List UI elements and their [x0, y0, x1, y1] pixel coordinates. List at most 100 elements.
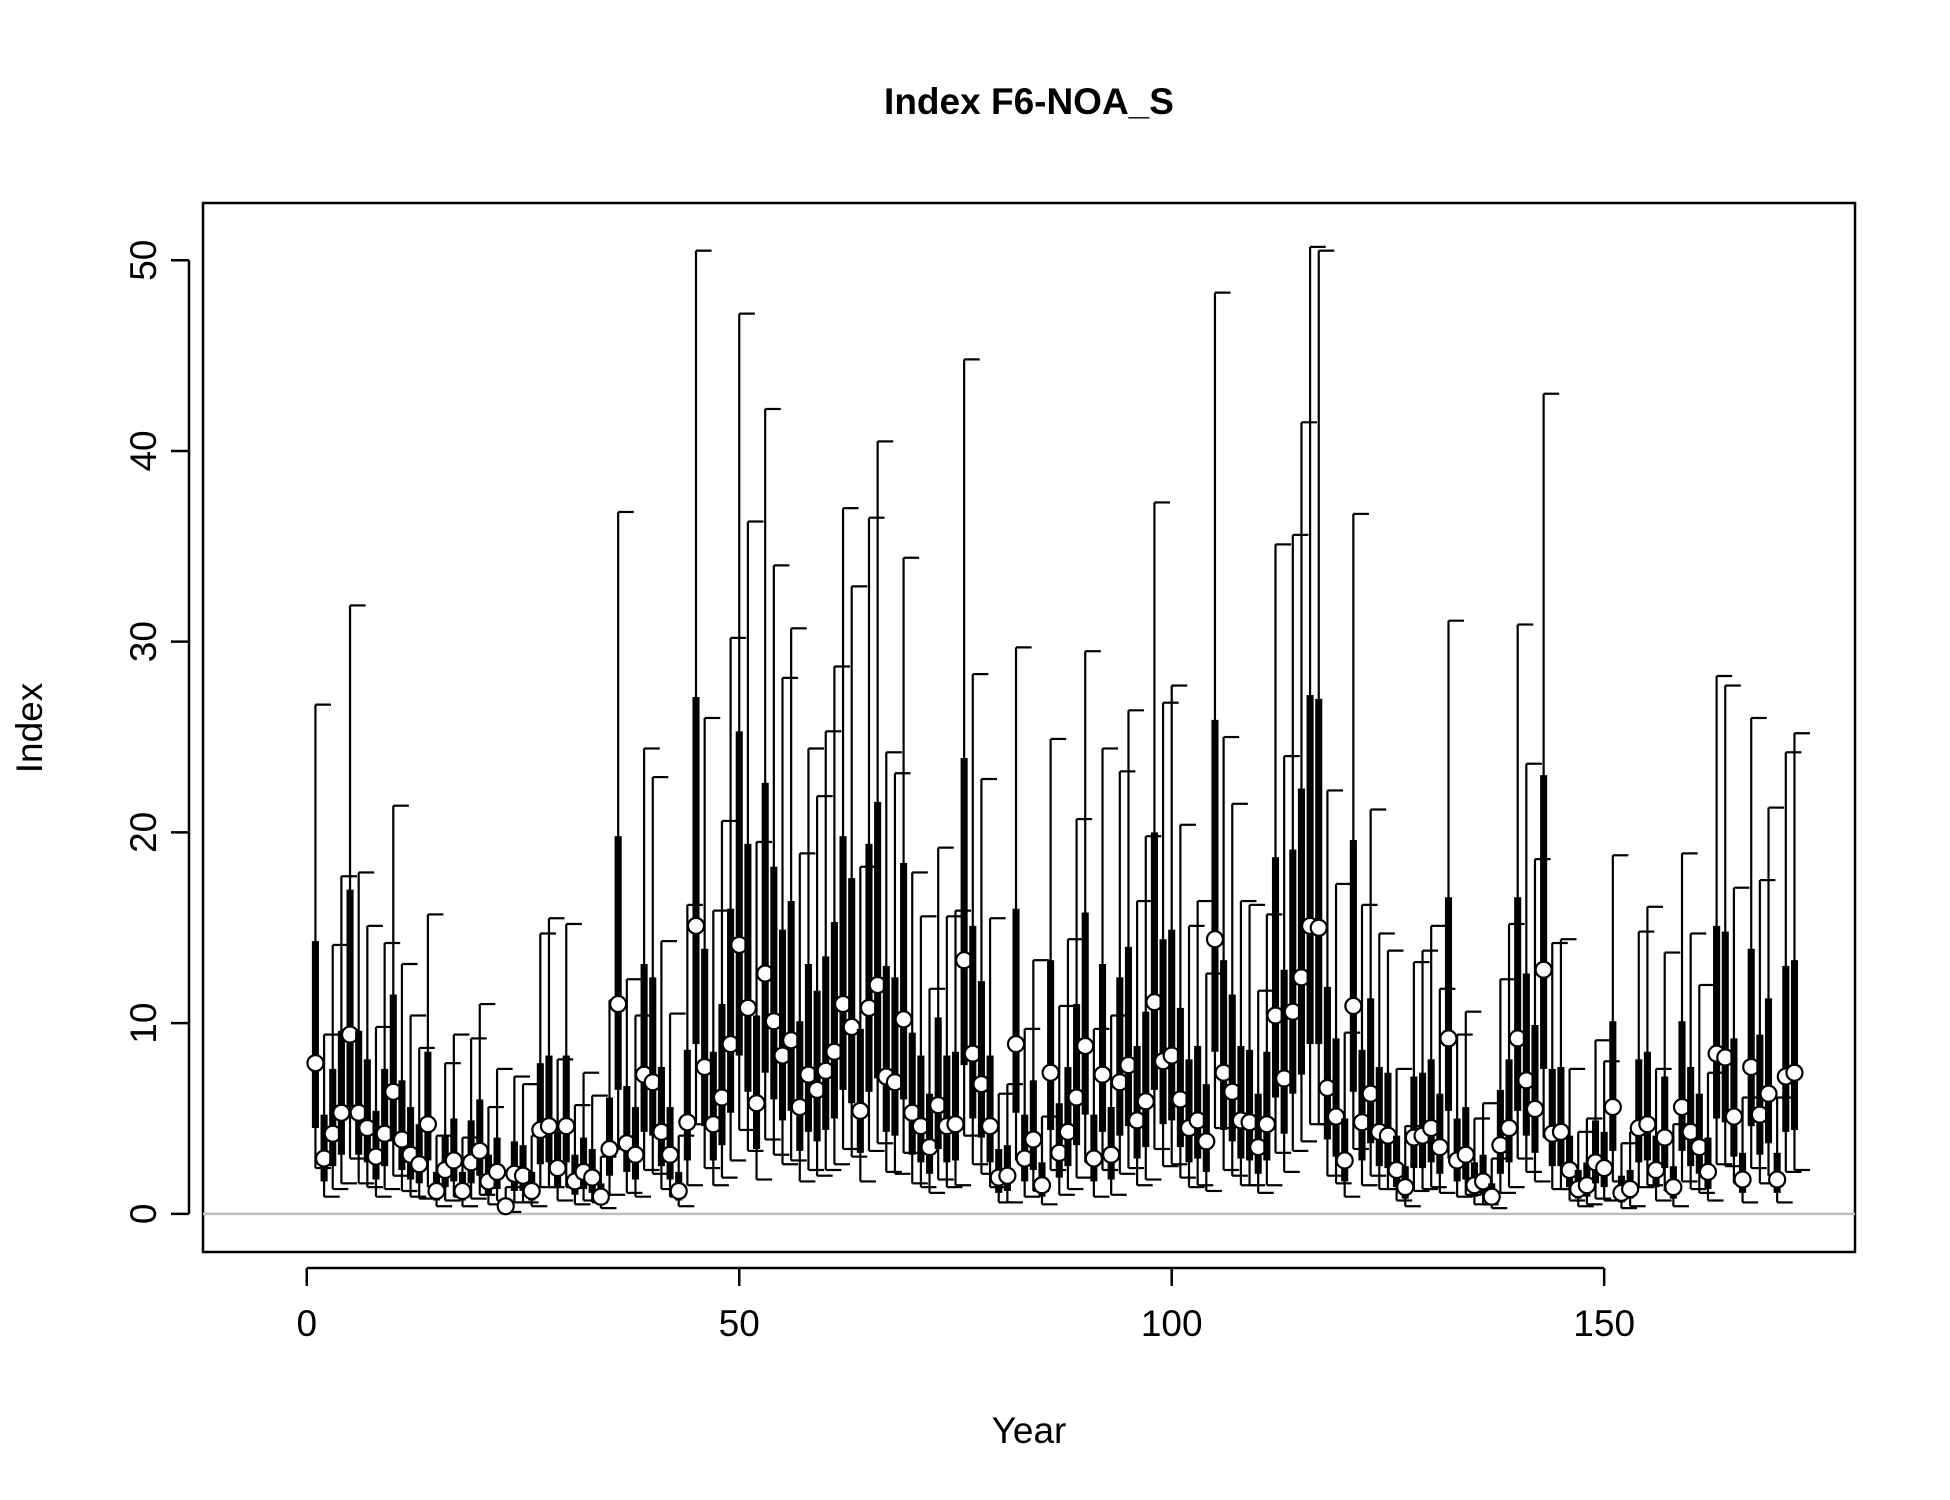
box-year-151 — [1603, 854, 1629, 1183]
iqr-box — [683, 1049, 691, 1161]
y-axis-label: Index — [9, 682, 50, 773]
iqr-box — [1427, 1059, 1435, 1163]
box-year-50 — [730, 312, 755, 1132]
iqr-box — [605, 1097, 614, 1176]
box-year-132 — [1439, 619, 1465, 1160]
median-point — [1084, 1149, 1103, 1168]
median-point — [1093, 1065, 1112, 1084]
y-tick-label: 30 — [123, 621, 164, 662]
box-year-115 — [1292, 421, 1318, 1143]
median-point — [557, 1117, 576, 1136]
iqr-box — [536, 1063, 544, 1165]
median-point — [894, 1010, 913, 1029]
box-year-76 — [955, 358, 980, 1137]
median-point — [1525, 1099, 1545, 1119]
box-year-90 — [1076, 650, 1101, 1164]
iqr-box — [969, 925, 977, 1119]
median-point — [1759, 1084, 1778, 1103]
box-year-146 — [1560, 1067, 1586, 1202]
median-point — [548, 1158, 567, 1178]
iqr-box — [1418, 1072, 1427, 1169]
median-point — [1733, 1170, 1752, 1189]
iqr-box — [1185, 1059, 1193, 1163]
iqr-box — [1436, 1093, 1444, 1174]
y-tick-label: 20 — [123, 812, 164, 853]
median-point — [946, 1115, 965, 1134]
iqr-box — [1098, 964, 1107, 1132]
iqr-box — [943, 1055, 951, 1163]
iqr-box — [960, 758, 968, 1066]
iqr-box — [614, 836, 622, 1090]
box-year-79 — [980, 917, 1006, 1189]
iqr-box — [1609, 1021, 1617, 1151]
median-point — [738, 998, 758, 1017]
iqr-box — [381, 1068, 389, 1167]
x-tick-label: 0 — [297, 1303, 318, 1344]
box-year-110 — [1249, 989, 1274, 1194]
box-year-51 — [738, 520, 764, 1153]
median-point — [1430, 1137, 1449, 1157]
iqr-box — [1531, 1025, 1539, 1153]
x-tick-label: 100 — [1141, 1303, 1203, 1344]
box-year-83 — [1015, 1027, 1041, 1198]
box-year-1 — [306, 703, 332, 1170]
chart-title: Index F6-NOA_S — [884, 81, 1174, 122]
box-year-5 — [340, 604, 366, 1160]
iqr-box — [1246, 1049, 1254, 1161]
box-year-42 — [660, 1012, 686, 1198]
median-point — [591, 1187, 610, 1206]
iqr-box — [1107, 1107, 1115, 1180]
iqr-box — [623, 1086, 631, 1172]
iqr-box — [1591, 1120, 1600, 1184]
median-point — [1041, 1063, 1060, 1082]
iqr-box — [1297, 788, 1305, 1075]
iqr-box — [1713, 925, 1721, 1119]
iqr-box — [701, 948, 709, 1127]
box-year-25 — [513, 1083, 539, 1204]
iqr-box — [1168, 929, 1176, 1121]
iqr-box — [839, 836, 847, 1090]
box-year-93 — [1102, 1014, 1127, 1196]
iqr-box — [804, 964, 812, 1132]
iqr-box — [476, 1099, 484, 1176]
box-year-18 — [453, 1136, 479, 1208]
median-point — [539, 1117, 559, 1136]
iqr-box — [1202, 1084, 1210, 1172]
iqr-box — [1643, 1051, 1651, 1161]
iqr-box — [1548, 1068, 1556, 1167]
box-year-85 — [1032, 1115, 1058, 1206]
median-point — [980, 1117, 1000, 1136]
iqr-box — [1444, 897, 1453, 1111]
box-year-28 — [539, 917, 565, 1189]
iqr-box — [1150, 832, 1158, 1090]
iqr-box — [882, 965, 890, 1132]
median-point — [686, 916, 706, 935]
iqr-box — [1514, 897, 1522, 1111]
median-point — [487, 1162, 507, 1181]
median-point — [1344, 996, 1363, 1016]
median-point — [609, 994, 628, 1014]
median-point — [1197, 1132, 1216, 1151]
iqr-box — [1254, 1093, 1262, 1174]
box-year-36 — [609, 510, 634, 1151]
iqr-box — [1721, 931, 1729, 1123]
box-year-143 — [1534, 392, 1560, 1139]
box-year-121 — [1344, 512, 1369, 1151]
box-year-157 — [1655, 951, 1681, 1193]
median-point — [1024, 1130, 1043, 1149]
box-year-95 — [1119, 709, 1145, 1170]
iqr-box — [1782, 965, 1790, 1132]
iqr-box — [1142, 1011, 1150, 1148]
iqr-box — [562, 1055, 570, 1163]
iqr-box — [329, 1068, 337, 1167]
median-point — [1698, 1162, 1718, 1181]
iqr-box — [1505, 1059, 1513, 1163]
box-year-148 — [1577, 1117, 1603, 1206]
median-point — [1638, 1115, 1657, 1134]
box-year-43 — [669, 1134, 695, 1208]
median-point — [306, 1054, 325, 1073]
iqr-box — [1367, 998, 1375, 1144]
median-point — [998, 1166, 1017, 1185]
median-point — [1664, 1178, 1683, 1197]
y-tick-label: 0 — [123, 1204, 164, 1225]
